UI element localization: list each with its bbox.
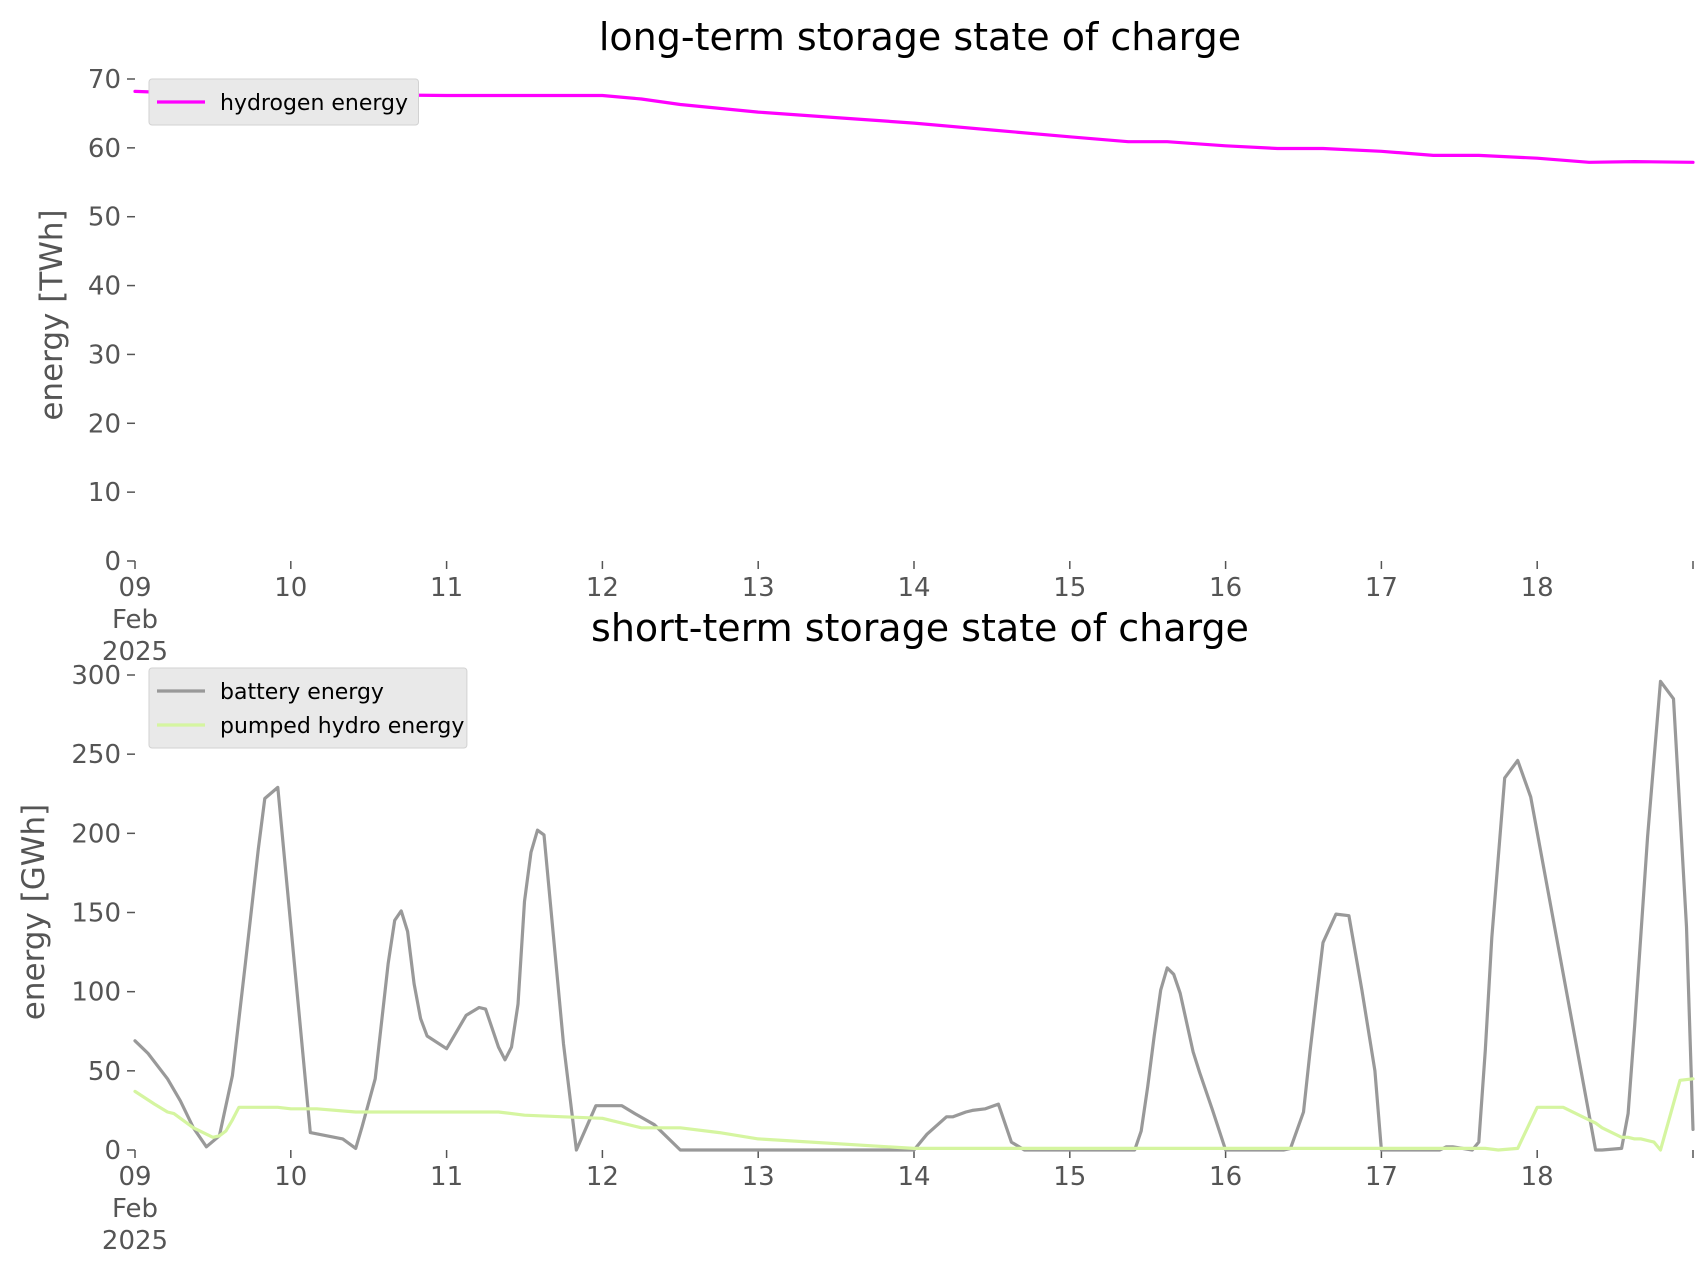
long-term-chart: long-term storage state of charge energy… <box>34 15 1695 667</box>
series-lines <box>133 89 1695 164</box>
x-tick-label: 2025 <box>102 1226 168 1256</box>
x-tick-label: 09 <box>118 573 151 603</box>
x-tick-label: Feb <box>112 605 158 635</box>
x-tick-label: 17 <box>1365 1162 1398 1192</box>
y-tick-label: 250 <box>71 740 121 770</box>
series-line-1 <box>133 1077 1695 1152</box>
y-tick-label: 10 <box>88 478 121 508</box>
y-tick-label: 60 <box>88 134 121 164</box>
x-tick-label: 12 <box>586 1162 619 1192</box>
y-axis-label: energy [GWh] <box>16 804 52 1020</box>
x-tick-label: 15 <box>1053 1162 1086 1192</box>
short-term-chart: short-term storage state of charge energ… <box>16 606 1695 1256</box>
x-tick-label: 14 <box>897 1162 930 1192</box>
y-tick-label: 40 <box>88 272 121 302</box>
x-tick-label: 11 <box>430 1162 463 1192</box>
y-tick-label: 0 <box>104 547 121 577</box>
y-axis-label: energy [TWh] <box>34 209 70 420</box>
x-tick-label: 13 <box>742 1162 775 1192</box>
legend-label: battery energy <box>220 680 384 705</box>
y-tick-label: 30 <box>88 340 121 370</box>
legend-label: pumped hydro energy <box>220 714 464 739</box>
y-tick-label: 50 <box>88 1057 121 1087</box>
x-tick-label: Feb <box>112 1194 158 1224</box>
y-tick-label: 100 <box>71 978 121 1008</box>
x-tick-label: 2025 <box>102 637 168 667</box>
x-tick-label: 12 <box>586 573 619 603</box>
series-line-0 <box>133 679 1695 1152</box>
legend-box <box>148 78 419 126</box>
x-tick-label: 10 <box>274 1162 307 1192</box>
x-tick-label: 13 <box>742 573 775 603</box>
x-tick-label: 16 <box>1209 1162 1242 1192</box>
legend-label: hydrogen energy <box>220 91 408 116</box>
legend[interactable]: battery energy pumped hydro energy <box>148 667 468 749</box>
x-tick-label: 18 <box>1521 573 1554 603</box>
y-tick-label: 70 <box>88 65 121 95</box>
y-tick-label: 50 <box>88 203 121 233</box>
x-tick-label: 11 <box>430 573 463 603</box>
y-tick-label: 20 <box>88 409 121 439</box>
x-tick-label: 18 <box>1521 1162 1554 1192</box>
x-tick-label: 15 <box>1053 573 1086 603</box>
series-lines <box>133 679 1695 1152</box>
x-tick-label: 14 <box>897 573 930 603</box>
x-tick-label: 09 <box>118 1162 151 1192</box>
legend[interactable]: hydrogen energy <box>148 78 419 126</box>
legend-box <box>148 667 468 749</box>
series-line-0 <box>133 89 1695 164</box>
x-tick-label: 10 <box>274 573 307 603</box>
y-tick-label: 300 <box>71 661 121 691</box>
y-tick-label: 0 <box>104 1136 121 1166</box>
chart-title: long-term storage state of charge <box>599 15 1241 59</box>
y-tick-label: 150 <box>71 899 121 929</box>
x-tick-label: 17 <box>1365 573 1398 603</box>
y-tick-label: 200 <box>71 819 121 849</box>
x-tick-label: 16 <box>1209 573 1242 603</box>
chart-title: short-term storage state of charge <box>591 606 1249 650</box>
